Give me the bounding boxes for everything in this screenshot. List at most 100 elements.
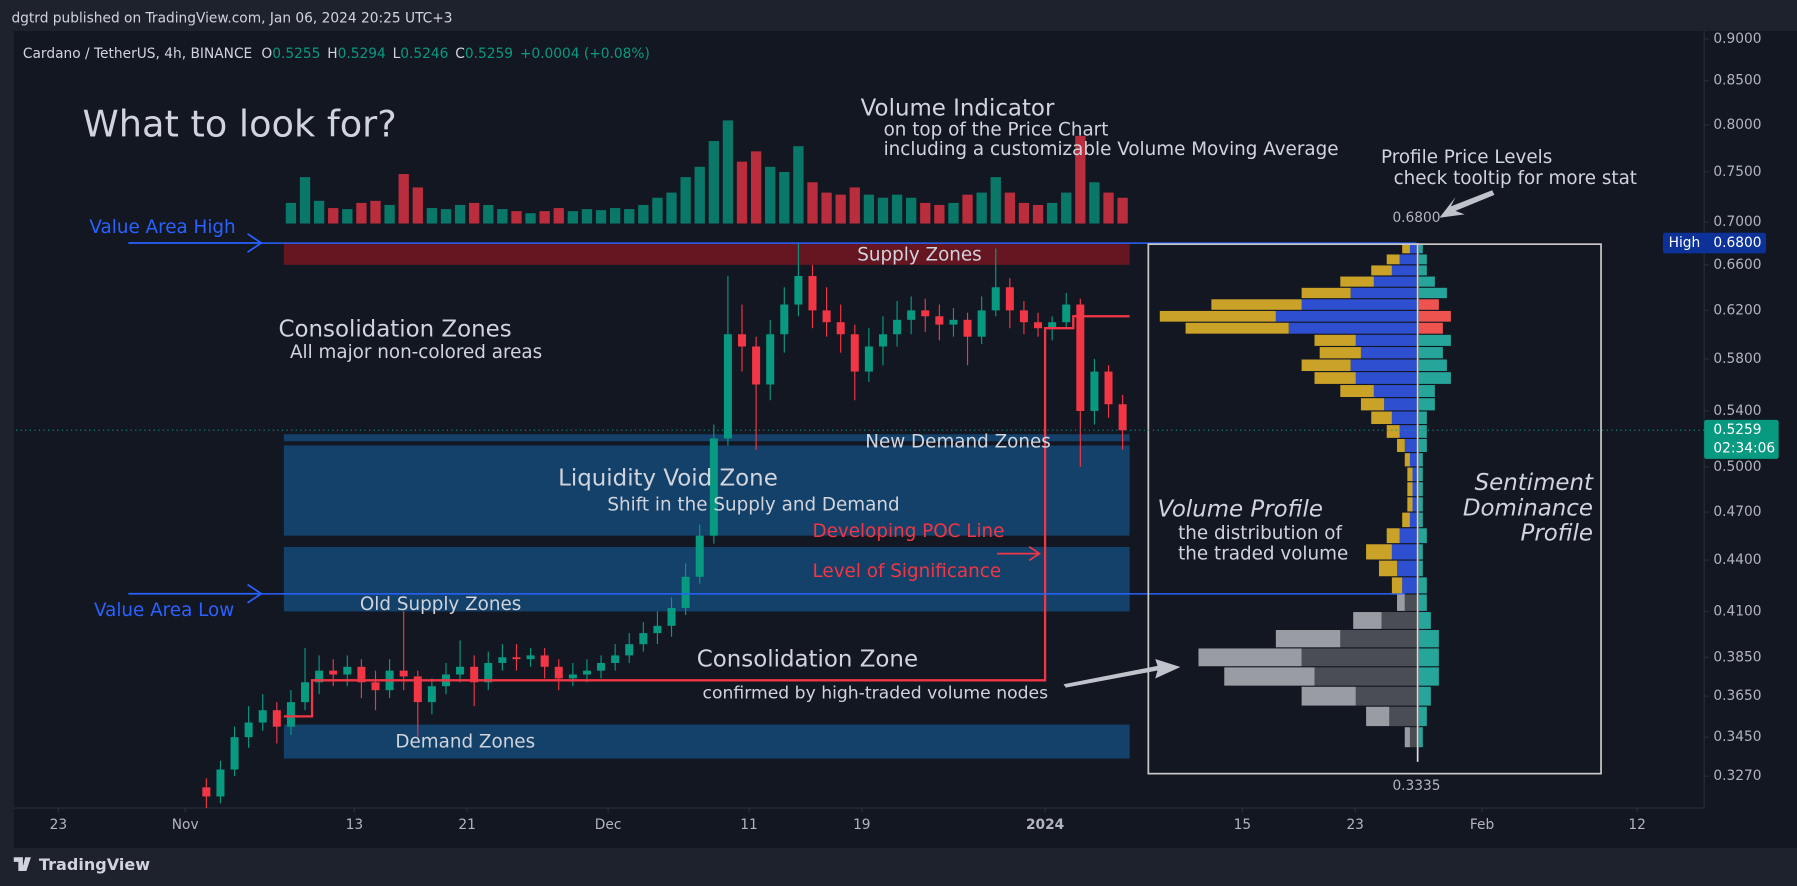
candle-body <box>752 346 761 385</box>
profile-buy <box>1360 347 1418 359</box>
candle-body <box>286 702 295 727</box>
profile-sell <box>1404 453 1410 467</box>
candle-body <box>681 576 690 608</box>
volume-bar <box>412 187 423 224</box>
volume-bar <box>835 194 846 224</box>
candle-body <box>357 666 366 683</box>
candle-body <box>667 607 676 626</box>
y-tick-label: 0.4400 <box>1713 552 1761 568</box>
sentiment-bar <box>1418 560 1423 577</box>
poc-line <box>283 315 1130 718</box>
annotation: Volume Profile <box>1158 497 1323 523</box>
x-tick-label: Feb <box>1470 817 1494 833</box>
sentiment-bar <box>1418 667 1439 686</box>
axes: 0.9000 0.8500 0.8000 0.7500 0.7000 0.6600 0.62… <box>16 31 1779 833</box>
volume-bar <box>356 202 367 224</box>
legend-value: 0.5294 <box>338 46 386 62</box>
sentiment-bar <box>1418 594 1427 611</box>
volume-bar <box>638 204 649 224</box>
y-tick-label: 0.6200 <box>1713 302 1761 318</box>
volume-bar <box>1089 182 1100 224</box>
high-tag <box>1662 232 1767 254</box>
x-tick-label: 23 <box>50 817 68 833</box>
y-tick-label: 0.4100 <box>1713 603 1761 619</box>
annotation: Old Supply Zones <box>360 594 521 615</box>
volume-bar <box>1032 204 1044 224</box>
x-tick-label: 13 <box>346 817 364 833</box>
candle-body <box>1118 404 1127 431</box>
candle-body <box>540 655 549 667</box>
profile-buy <box>1404 594 1418 611</box>
volume-bar <box>736 161 748 224</box>
candle-body <box>695 535 704 577</box>
profile-sell <box>1301 359 1351 372</box>
sentiment-bar <box>1418 310 1451 322</box>
candle-body <box>977 310 986 337</box>
annotation: confirmed by high-traded volume nodes <box>703 683 1049 703</box>
last-price-tag <box>1704 419 1779 459</box>
profile-sell <box>1360 398 1385 411</box>
profile-sell <box>1275 630 1341 648</box>
profile-sell <box>1185 322 1289 334</box>
profile-buy <box>1412 482 1418 497</box>
value-area-arrows <box>128 233 263 604</box>
profile-buy <box>1355 686 1418 706</box>
y-tick-label: 0.6600 <box>1713 257 1761 273</box>
symbol-legend: Cardano / TetherUS, 4h, BINANCE O0.5255 H0… <box>23 46 650 62</box>
legend-value: 0.5246 <box>400 46 448 62</box>
volume-bar <box>722 120 734 224</box>
sentiment-bar <box>1418 577 1427 594</box>
candle-body <box>850 334 859 372</box>
candle-body <box>963 319 972 337</box>
x-tick-label: 15 <box>1234 817 1252 833</box>
sentiment-bar <box>1418 287 1447 299</box>
x-tick-label: 2024 <box>1026 817 1064 833</box>
candle-body <box>315 670 324 683</box>
sentiment-bar <box>1418 512 1423 528</box>
volume-bar <box>567 211 579 224</box>
candle-body <box>822 310 831 323</box>
volume-bar <box>934 204 945 224</box>
profile-sell <box>1301 686 1356 706</box>
profile-sell <box>1224 667 1315 686</box>
profile-sell <box>1404 727 1410 748</box>
profile-buy <box>1409 727 1418 748</box>
candle-body <box>653 625 662 634</box>
countdown: 02:34:06 <box>1713 441 1775 457</box>
candle-body <box>484 662 493 683</box>
annotation: the traded volume <box>1178 544 1348 565</box>
candle-body <box>794 275 803 305</box>
candle-body <box>864 346 873 372</box>
x-tick-label: Nov <box>172 817 199 833</box>
candle-body <box>611 655 620 663</box>
y-tick-label: 0.5000 <box>1713 459 1761 475</box>
profile-sell <box>1314 334 1356 346</box>
annotation: All major non-colored areas <box>290 342 542 363</box>
candle-body <box>878 334 887 347</box>
legend-change: +0.0004 (+0.08%) <box>520 46 650 62</box>
profile-buy <box>1275 310 1418 322</box>
high-tag-name: High <box>1669 235 1701 251</box>
candle-body <box>709 438 718 536</box>
annotation: Dominance <box>1463 495 1593 521</box>
candle-body <box>949 319 958 325</box>
profile-sell <box>1386 254 1400 265</box>
volume-bar <box>581 209 593 224</box>
profile-sell <box>1366 544 1392 560</box>
candle-body <box>766 334 775 385</box>
candle-body <box>399 670 408 677</box>
volume-bar <box>807 182 818 224</box>
profile-sell <box>1397 594 1405 611</box>
profile-buy <box>1391 265 1418 276</box>
sentiment-bar <box>1418 686 1431 706</box>
legend-label: H <box>327 46 337 62</box>
candle-body <box>1034 322 1043 329</box>
volume-bar <box>595 210 607 224</box>
profile-buy <box>1355 372 1418 384</box>
candle-body <box>413 676 422 703</box>
profile-buy <box>1391 544 1418 560</box>
candle-body <box>625 644 634 656</box>
legend-label: O <box>261 46 272 62</box>
annotation: including a customizable Volume Moving A… <box>884 139 1339 160</box>
zone <box>283 434 1130 442</box>
